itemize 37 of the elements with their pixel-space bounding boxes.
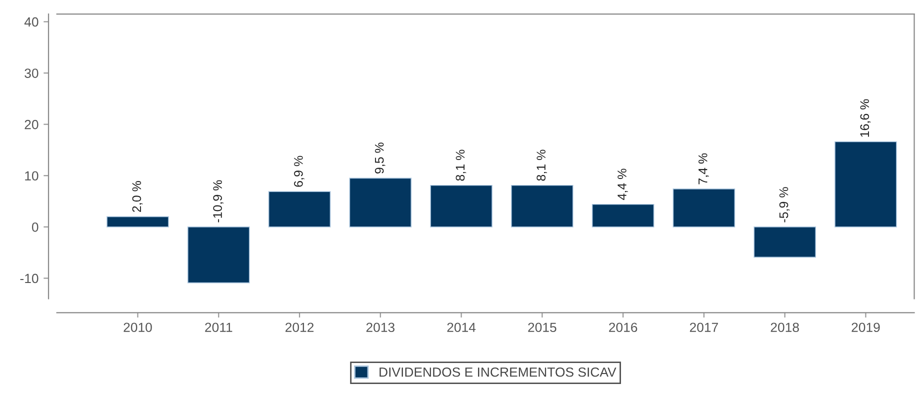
data-label: 8,1 %	[456, 150, 466, 181]
x-tick-label: 2013	[366, 322, 394, 332]
data-label: -5,9 %	[779, 187, 790, 222]
x-tick-label: 2012	[286, 322, 314, 332]
bar	[511, 184, 574, 228]
x-tick-label: 2018	[770, 322, 799, 332]
bar	[349, 178, 412, 228]
y-tick-label: 0	[32, 222, 38, 232]
bar	[592, 204, 654, 228]
x-tick-label: 2011	[205, 322, 232, 332]
data-label: 4,4 %	[618, 168, 628, 200]
x-tick-label: 2015	[528, 322, 556, 332]
bar	[187, 226, 250, 284]
bar	[834, 141, 897, 228]
data-label: 16,6 %	[860, 99, 871, 137]
data-label: 8,1 %	[536, 150, 548, 181]
data-label: 7,4 %	[698, 153, 709, 184]
bar	[672, 188, 736, 228]
data-label: 6,9 %	[294, 156, 304, 187]
bar	[754, 226, 816, 258]
x-tick-label: 2019	[852, 322, 880, 332]
bar	[268, 191, 331, 228]
data-label: 2,0 %	[132, 181, 143, 212]
x-tick-label: 2016	[609, 322, 638, 332]
y-tick-label: 20	[24, 120, 38, 130]
data-label: -10,9 %	[213, 180, 224, 222]
bar	[430, 184, 492, 228]
x-tick-label: 2017	[690, 322, 718, 332]
y-tick-label: -10	[20, 274, 38, 284]
x-tick-label: 2010	[124, 322, 152, 332]
bar	[106, 216, 169, 228]
y-tick-label: 10	[25, 171, 38, 181]
y-tick-label: 30	[24, 68, 38, 78]
y-tick-label: 40	[24, 17, 38, 27]
data-label: 9,5 %	[374, 142, 386, 174]
x-tick-label: 2014	[447, 322, 476, 332]
legend-label: DIVIDENDOS E INCREMENTOS SICAV	[380, 367, 616, 377]
